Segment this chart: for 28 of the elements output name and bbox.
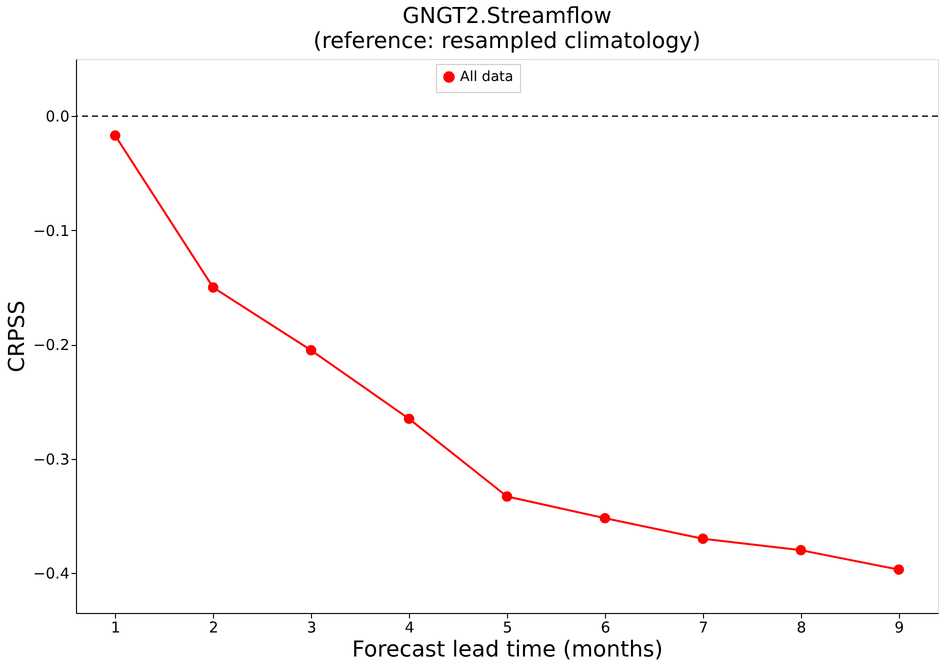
chart-subtitle: (reference: resampled climatology): [313, 29, 701, 54]
y-tick-label: −0.3: [33, 450, 70, 468]
point: [208, 282, 218, 293]
x-axis-title: Forecast lead time (months): [352, 638, 663, 662]
y-tick-label: 0.0: [46, 108, 70, 126]
x-tick-label: 4: [404, 618, 414, 636]
x-tick-label: 1: [110, 618, 120, 636]
point: [404, 414, 414, 424]
point: [306, 345, 316, 356]
x-tick-label: 3: [306, 618, 316, 636]
point: [110, 130, 120, 141]
x-tick-label: 8: [796, 618, 806, 636]
chart-title: GNGT2.Streamflow: [402, 4, 612, 29]
point: [698, 534, 708, 544]
x-tick-label: 9: [894, 618, 904, 636]
y-axis-title: CRPSS: [5, 300, 30, 372]
x-tick-label: 7: [698, 618, 708, 636]
x-tick-label: 6: [600, 618, 610, 636]
x-tick-label: 5: [502, 618, 512, 636]
point: [502, 491, 512, 502]
point: [600, 512, 610, 524]
x-tick-label: 2: [208, 618, 218, 636]
point: [894, 564, 904, 575]
y-tick-label: −0.1: [33, 222, 70, 240]
legend-label: All data: [460, 69, 514, 85]
y-tick-label: −0.2: [33, 336, 70, 354]
point: [796, 544, 806, 556]
y-tick-label: −0.4: [33, 564, 70, 583]
